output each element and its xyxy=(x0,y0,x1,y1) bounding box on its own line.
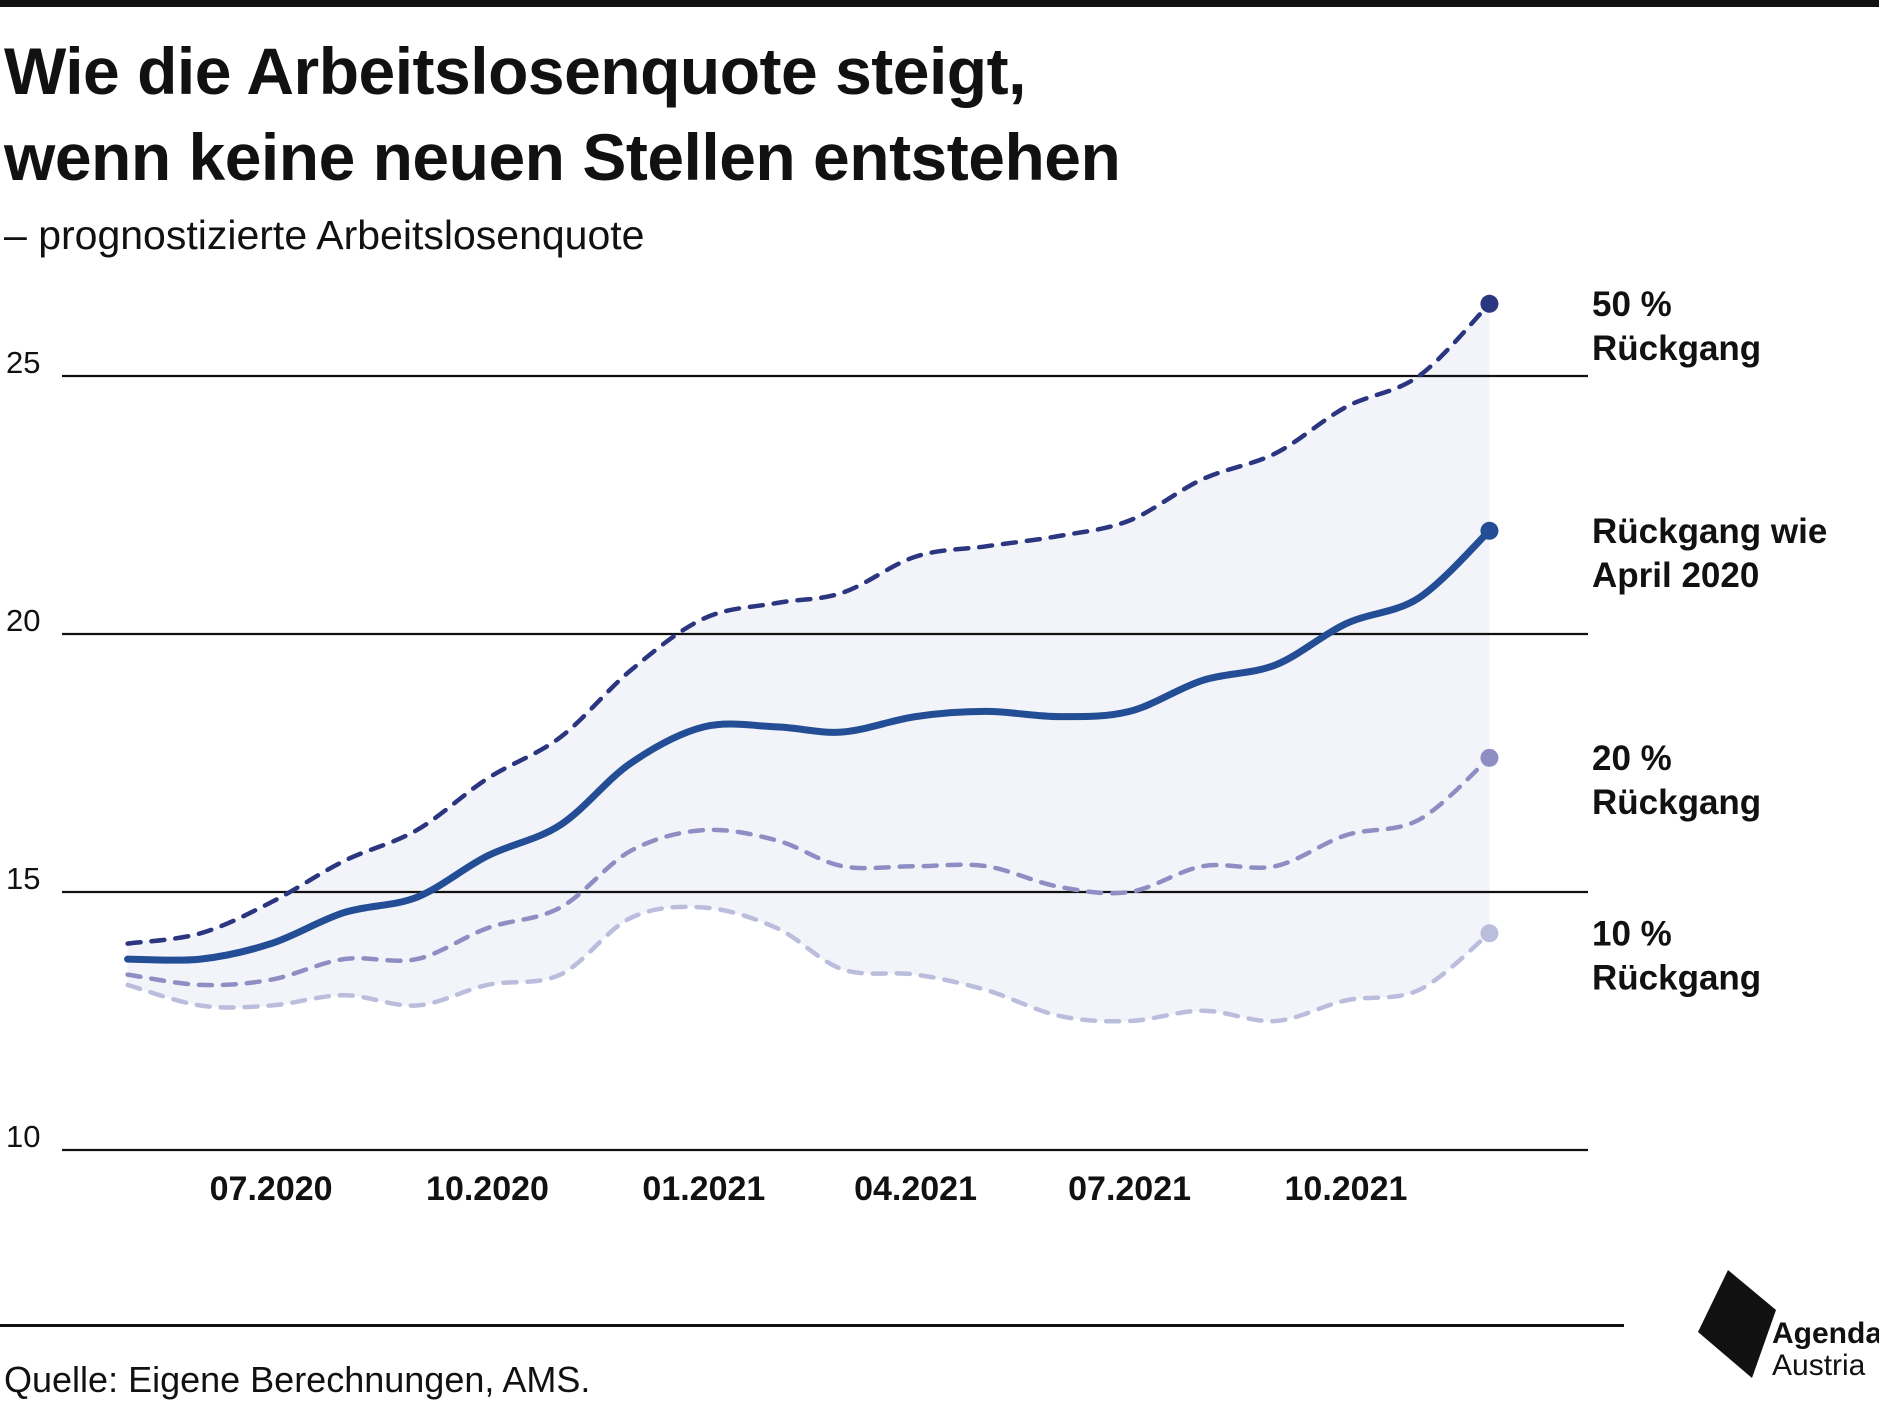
chart-subtitle: – prognostizierte Arbeitslosenquote xyxy=(4,212,645,258)
logo-mark-icon xyxy=(1698,1270,1776,1378)
series-label-line: 20 % xyxy=(1592,739,1672,778)
chart-title-line-1: Wie die Arbeitslosenquote steigt, xyxy=(4,34,1026,108)
series-line xyxy=(125,301,1492,946)
series-end-point xyxy=(1480,924,1499,943)
series-label-line: April 2020 xyxy=(1592,556,1759,595)
y-tick-label: 10 xyxy=(6,1119,40,1154)
x-tick-label: 01.2021 xyxy=(642,1170,765,1208)
x-tick-label: 07.2020 xyxy=(210,1170,333,1208)
source-note: Quelle: Eigene Berechnungen, AMS. xyxy=(4,1359,591,1400)
series-label: 50 % Rückgang xyxy=(1592,285,1761,368)
line-chart: 10 15 20 25 07.2020 10.2020 01.2021 04.2021 07.2… xyxy=(6,285,1827,1208)
x-tick-label: 04.2021 xyxy=(854,1170,977,1208)
series-label-line: Rückgang xyxy=(1592,783,1761,822)
series-line xyxy=(124,527,1493,964)
logo-subtitle: Austria xyxy=(1772,1349,1866,1382)
chart-title-line-2: wenn keine neuen Stellen entstehen xyxy=(4,120,1121,194)
x-tick-label: 10.2021 xyxy=(1285,1170,1408,1208)
series-label-line: 10 % xyxy=(1592,914,1672,953)
series-label-line: 50 % xyxy=(1592,285,1672,324)
series-end-point xyxy=(1480,521,1499,540)
series-label: 20 % Rückgang xyxy=(1592,739,1761,822)
y-tick-label: 20 xyxy=(6,603,40,638)
x-tick-label: 07.2021 xyxy=(1068,1170,1191,1208)
logo-name: Agenda xyxy=(1772,1317,1879,1350)
series-label: Rückgang wie April 2020 xyxy=(1592,512,1827,595)
series-line xyxy=(125,755,1492,988)
series-end-point xyxy=(1480,748,1499,767)
series-label-line: Rückgang xyxy=(1592,958,1761,997)
bottom-rule xyxy=(0,1324,1624,1327)
top-rule xyxy=(0,0,1879,7)
series-label: 10 % Rückgang xyxy=(1592,914,1761,997)
series-line xyxy=(125,904,1492,1024)
series-label-line: Rückgang wie xyxy=(1592,512,1827,551)
y-tick-label: 25 xyxy=(6,345,40,380)
y-tick-label: 15 xyxy=(6,861,40,896)
x-tick-label: 10.2020 xyxy=(426,1170,549,1208)
scenario-band xyxy=(127,303,1490,1022)
series-label-line: Rückgang xyxy=(1592,329,1761,368)
chart-title: Wie die Arbeitslosenquote steigt, wenn k… xyxy=(4,28,1504,200)
series-end-point xyxy=(1480,294,1499,313)
agenda-austria-logo xyxy=(1698,1270,1776,1378)
